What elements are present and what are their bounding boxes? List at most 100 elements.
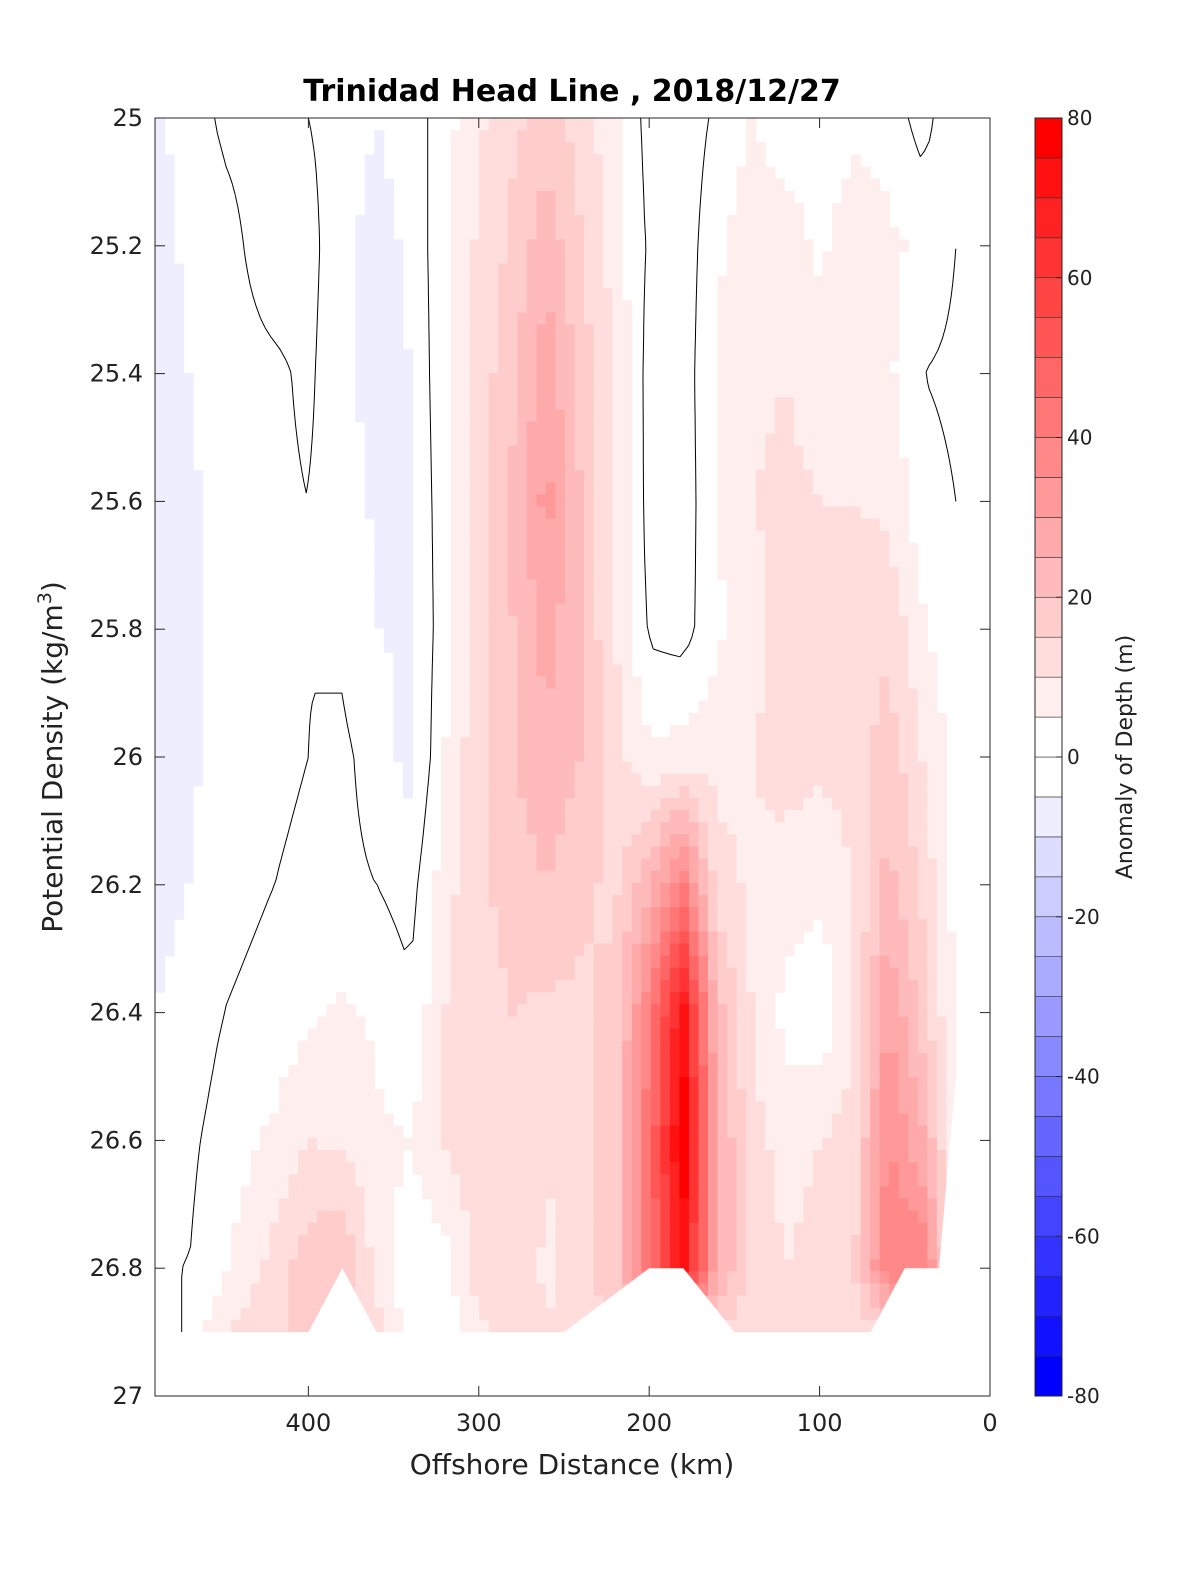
heatmap-cell [622, 1186, 633, 1200]
heatmap-cell [908, 1149, 919, 1163]
heatmap-cell [765, 555, 776, 568]
heatmap-cell [870, 1162, 881, 1175]
heatmap-cell [784, 797, 795, 811]
heatmap-cell [708, 1089, 719, 1103]
heatmap-cell [555, 130, 566, 143]
heatmap-cell [736, 215, 747, 228]
heatmap-cell [917, 882, 928, 896]
heatmap-cell [460, 1004, 471, 1018]
heatmap-cell [612, 676, 623, 690]
heatmap-cell [326, 1028, 337, 1042]
heatmap-cell [641, 725, 652, 738]
heatmap-cell [755, 142, 766, 156]
heatmap-cell [536, 142, 547, 156]
heatmap-cell [879, 603, 890, 617]
heatmap-cell [584, 992, 595, 1005]
heatmap-cell [717, 1247, 728, 1260]
heatmap-cell [755, 761, 766, 775]
heatmap-cell [517, 239, 528, 253]
heatmap-cell [574, 1004, 585, 1018]
heatmap-cell [450, 567, 461, 580]
heatmap-cell [622, 433, 633, 447]
heatmap-cell [164, 603, 175, 617]
heatmap-cell [469, 725, 480, 738]
heatmap-cell [507, 640, 518, 653]
heatmap-cell [564, 785, 576, 799]
heatmap-cell [536, 1089, 547, 1103]
heatmap-cell [822, 797, 833, 811]
heatmap-cell [469, 676, 480, 690]
heatmap-cell [479, 858, 490, 872]
heatmap-cell [355, 239, 366, 253]
heatmap-cell [784, 1089, 795, 1103]
heatmap-cell [755, 749, 766, 763]
heatmap-cell [584, 1004, 595, 1018]
heatmap-cell [612, 530, 623, 544]
heatmap-cell [860, 882, 871, 896]
heatmap-cell [536, 676, 547, 690]
heatmap-cell [460, 955, 471, 969]
heatmap-cell [917, 1052, 928, 1066]
heatmap-cell [460, 882, 471, 896]
heatmap-cell [688, 785, 700, 799]
heatmap-cell [431, 1137, 442, 1151]
heatmap-cell [727, 967, 738, 981]
heatmap-cell [860, 797, 871, 811]
heatmap-cell [536, 700, 547, 714]
heatmap-cell [536, 712, 547, 726]
heatmap-cell [460, 652, 471, 665]
heatmap-cell [603, 287, 614, 301]
heatmap-cell [698, 1210, 709, 1224]
heatmap-cell [383, 251, 394, 265]
heatmap-cell [498, 919, 509, 933]
heatmap-cell [526, 652, 537, 665]
heatmap-cell [355, 1089, 366, 1103]
heatmap-cell [517, 967, 528, 981]
heatmap-cell [450, 1101, 461, 1115]
heatmap-cell [584, 1052, 595, 1066]
heatmap-cell [612, 385, 623, 398]
heatmap-cell [746, 980, 757, 993]
heatmap-cell [851, 530, 862, 544]
heatmap-cell [479, 457, 490, 471]
heatmap-cell [736, 275, 747, 289]
heatmap-cell [545, 530, 557, 544]
heatmap-cell [870, 348, 881, 362]
heatmap-cell [908, 737, 919, 750]
heatmap-cell [155, 421, 166, 435]
heatmap-cell [898, 1234, 909, 1248]
heatmap-cell [298, 1077, 309, 1090]
heatmap-cell [917, 1137, 928, 1151]
heatmap-cell [746, 409, 757, 423]
heatmap-cell [917, 1113, 928, 1127]
heatmap-cell [793, 1234, 804, 1248]
heatmap-cell [660, 858, 671, 872]
heatmap-cell [526, 567, 537, 580]
heatmap-cell [374, 1271, 385, 1285]
heatmap-cell [317, 1052, 328, 1066]
heatmap-cell [317, 1162, 328, 1175]
heatmap-cell [698, 1028, 709, 1042]
heatmap-cell [803, 1259, 814, 1272]
heatmap-cell [574, 882, 585, 896]
heatmap-cell [879, 494, 890, 508]
heatmap-cell [355, 300, 366, 313]
heatmap-cell [851, 421, 862, 435]
heatmap-cell [784, 1113, 795, 1127]
heatmap-cell [155, 190, 166, 204]
heatmap-cell [460, 688, 471, 702]
heatmap-cell [593, 385, 604, 398]
heatmap-cell [889, 931, 900, 945]
heatmap-cell [784, 640, 795, 653]
heatmap-cell [555, 142, 566, 156]
heatmap-cell [650, 785, 661, 799]
heatmap-cell [507, 1259, 518, 1272]
heatmap-cell [374, 239, 385, 253]
heatmap-cell [841, 797, 852, 811]
heatmap-cell [917, 1125, 928, 1139]
heatmap-cell [860, 870, 871, 884]
heatmap-cell [536, 397, 547, 410]
heatmap-cell [812, 652, 824, 665]
heatmap-cell [774, 822, 785, 835]
heatmap-cell [936, 822, 947, 835]
